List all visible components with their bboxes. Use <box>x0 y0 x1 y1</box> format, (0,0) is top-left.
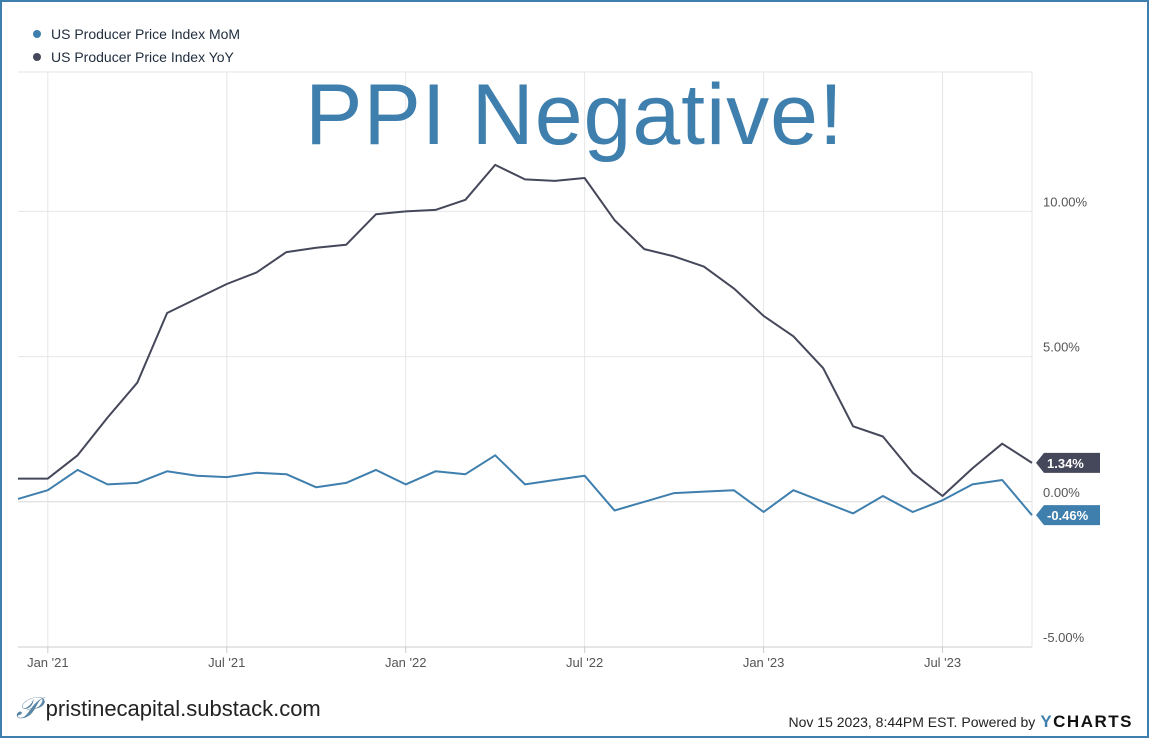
legend-label-yoy: US Producer Price Index YoY <box>51 48 234 65</box>
x-tick-label: Jan '21 <box>27 655 69 670</box>
ycharts-logo-rest: CHARTS <box>1053 712 1133 731</box>
x-tick-label: Jan '23 <box>743 655 785 670</box>
legend-item-mom[interactable]: US Producer Price Index MoM <box>33 22 240 45</box>
timestamp: Nov 15 2023, 8:44PM EST. <box>788 714 958 730</box>
x-tick-label: Jul '23 <box>924 655 961 670</box>
headline-watermark: PPI Negative! <box>0 66 1149 165</box>
series-line-mom <box>17 454 1033 516</box>
y-tick-label: 0.00% <box>1043 485 1080 500</box>
brand-footer: 𝒫 pristinecapital.substack.com <box>16 694 321 724</box>
headline-text: PPI Negative! <box>305 67 844 163</box>
source-footer: Nov 15 2023, 8:44PM EST. Powered by YCHA… <box>789 712 1134 732</box>
chart-series <box>17 163 1033 516</box>
chart-legend: US Producer Price Index MoM US Producer … <box>33 22 240 68</box>
legend-dot-icon <box>33 29 41 38</box>
legend-item-yoy[interactable]: US Producer Price Index YoY <box>33 45 240 68</box>
y-tick-label: 10.00% <box>1043 194 1088 209</box>
end-value-label: 1.34% <box>1047 456 1084 471</box>
brand-url[interactable]: pristinecapital.substack.com <box>45 696 321 721</box>
end-labels: -0.46% 1.34% <box>1036 452 1100 526</box>
series-line-yoy <box>18 163 1033 497</box>
legend-dot-icon <box>33 52 41 61</box>
x-tick-label: Jan '22 <box>385 655 427 670</box>
end-label-tag <box>1036 452 1100 473</box>
end-value-label: -0.46% <box>1047 508 1089 523</box>
y-tick-label: -5.00% <box>1043 630 1085 645</box>
powered-by-label: Powered by <box>961 714 1036 730</box>
end-label-tag <box>1036 505 1100 526</box>
pristine-logo-icon: 𝒫 <box>16 691 38 726</box>
x-tick-label: Jul '22 <box>566 655 603 670</box>
legend-label-mom: US Producer Price Index MoM <box>51 25 241 42</box>
ycharts-logo-y: Y <box>1040 712 1054 731</box>
ycharts-logo[interactable]: YCHARTS <box>1040 712 1133 732</box>
y-tick-label: 5.00% <box>1043 340 1080 355</box>
x-tick-label: Jul '21 <box>208 655 245 670</box>
axis-labels: 10.00% 5.00% 0.00% -5.00% Jan '21 Jul '21 Jan … <box>27 194 1087 670</box>
chart-grid <box>18 71 1033 653</box>
